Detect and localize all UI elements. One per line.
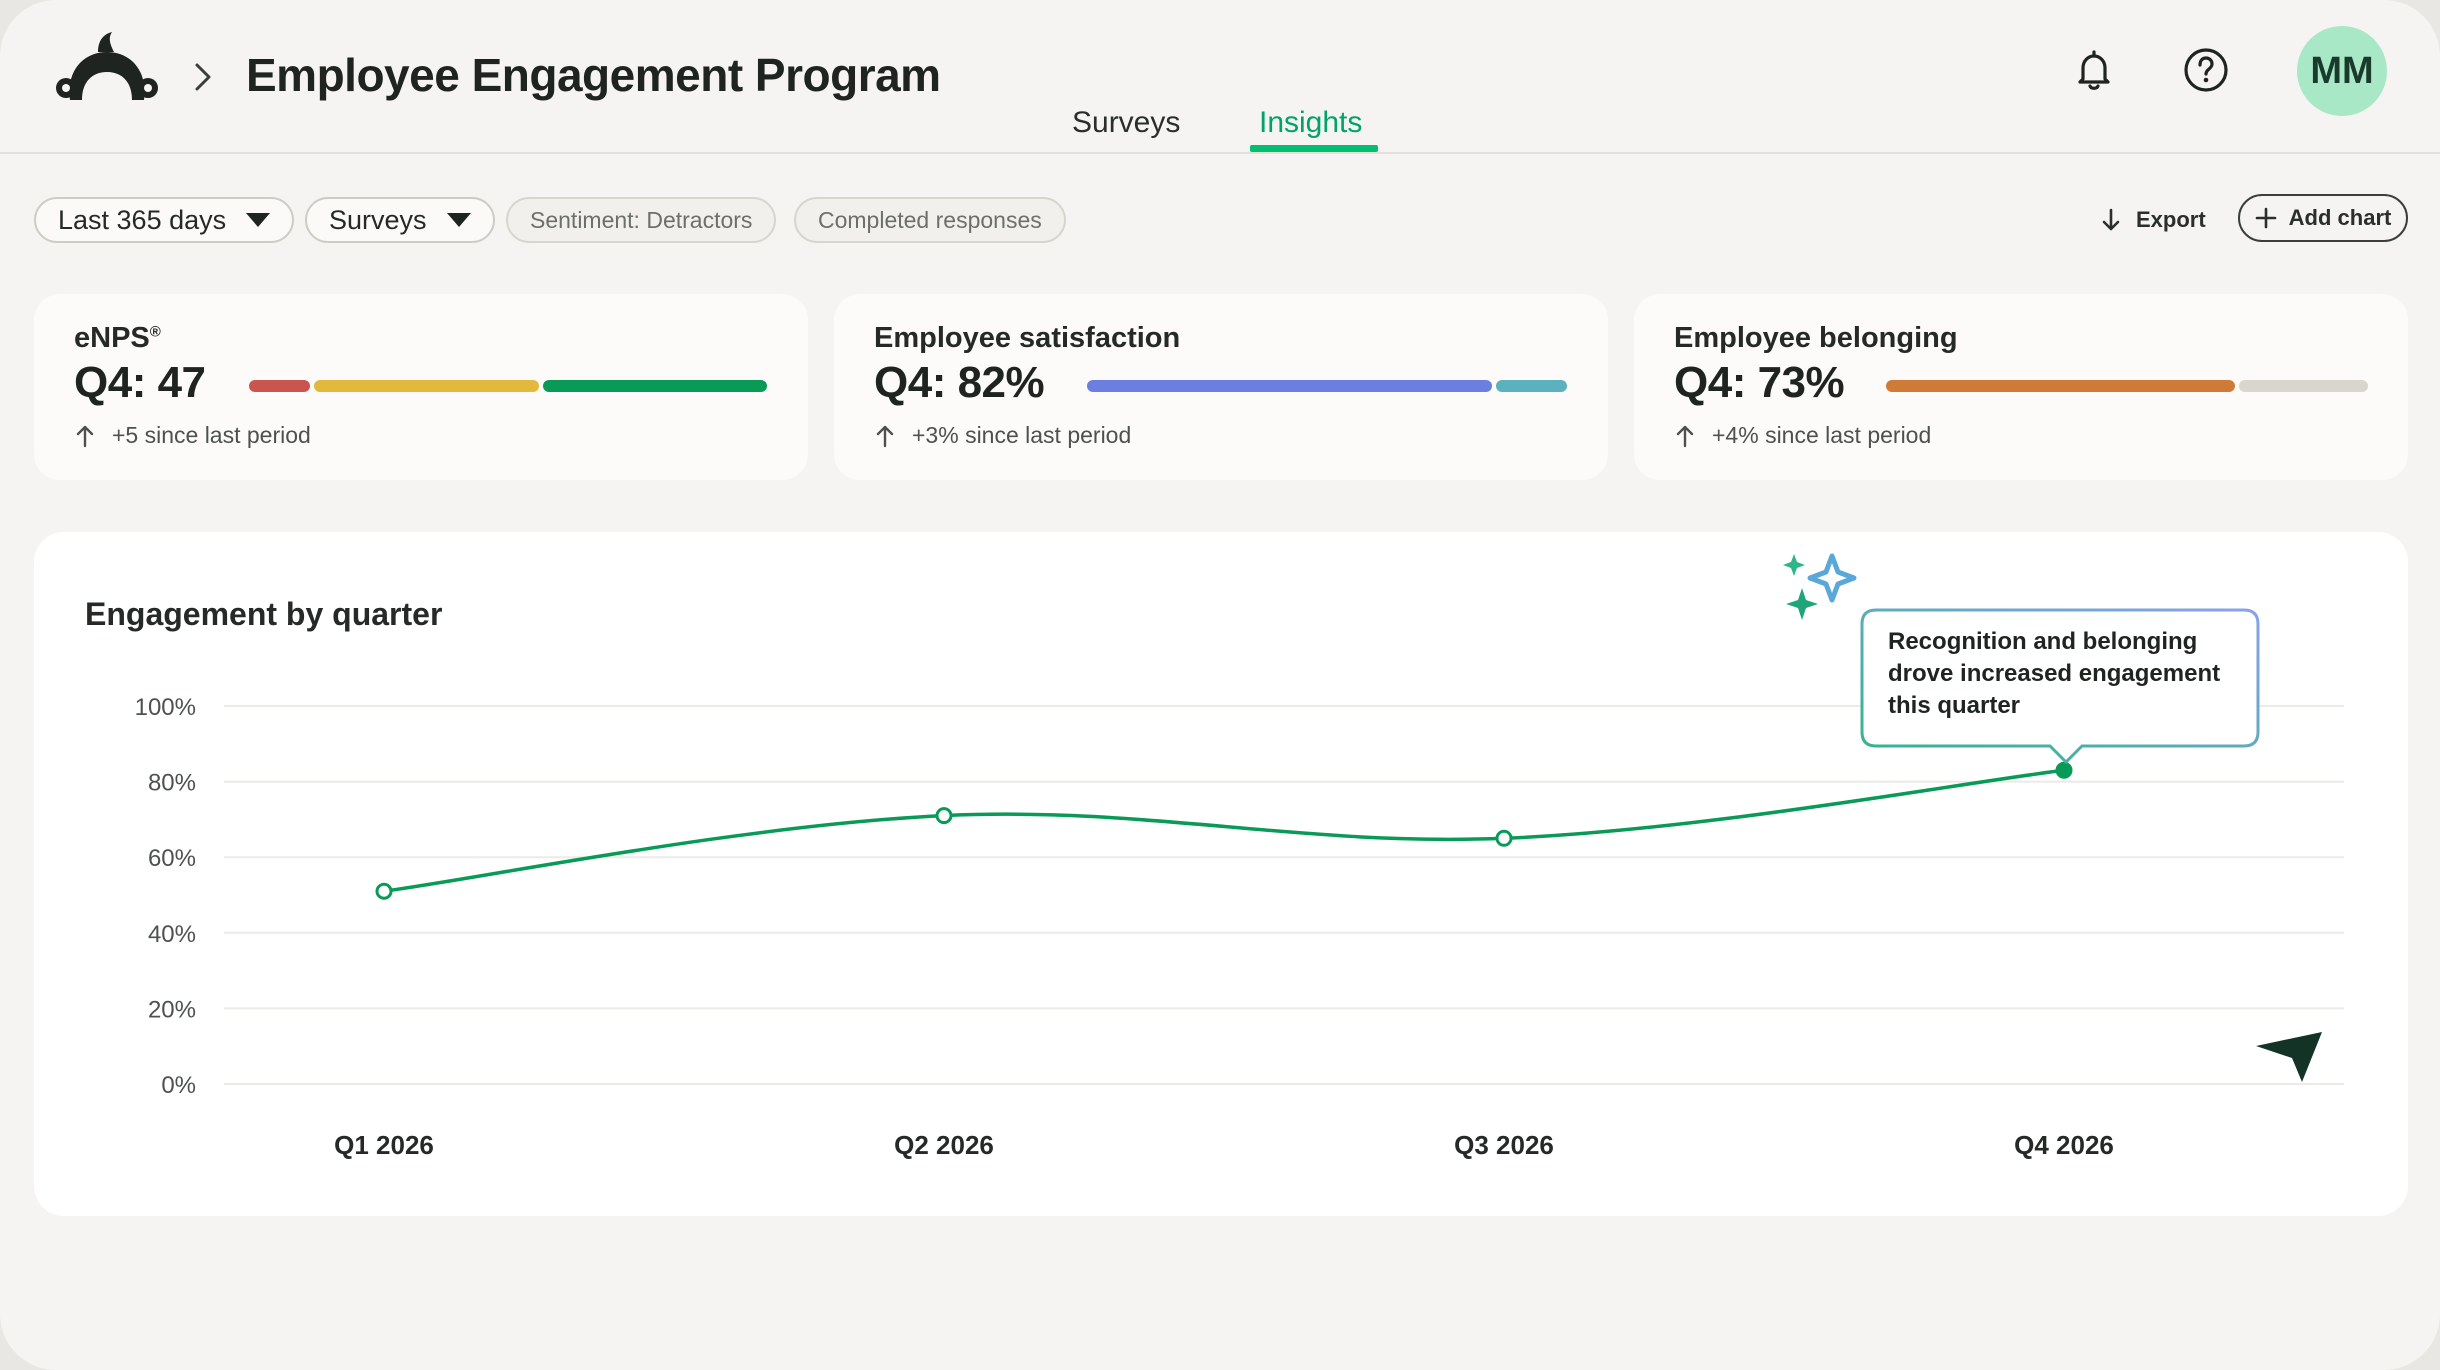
kpi-title: Employee belonging bbox=[1674, 322, 1958, 354]
active-tab-indicator bbox=[1250, 145, 1378, 152]
add-chart-button[interactable]: Add chart bbox=[2238, 194, 2408, 242]
kpi-delta: +4% since last period bbox=[1674, 422, 1931, 449]
series-line bbox=[383, 768, 2065, 893]
kpi-bar bbox=[1087, 380, 1567, 392]
callout-bubble bbox=[1860, 608, 2260, 765]
plus-icon bbox=[2255, 207, 2276, 229]
export-button[interactable]: Export bbox=[2100, 203, 2206, 237]
kpi-delta: +5 since last period bbox=[74, 422, 311, 449]
caret-down-icon bbox=[246, 213, 271, 227]
cursor-pointer-icon bbox=[2256, 1032, 2322, 1082]
kpi-bar bbox=[1886, 380, 2368, 392]
engagement-line-chart: 0% 20% 40% 60% 80% 100% Q1 2026 Q2 2026 Q3 2026 Q… bbox=[135, 694, 2344, 1160]
filter-chip-completed[interactable]: Completed responses bbox=[794, 197, 1066, 243]
kpi-bar-segment bbox=[2238, 380, 2368, 392]
y-tick-label: 100% bbox=[135, 694, 196, 721]
arrow-up-icon bbox=[76, 425, 94, 447]
kpi-value: Q4: 47 bbox=[74, 358, 206, 407]
date-range-dropdown[interactable]: Last 365 days bbox=[34, 197, 295, 243]
chart-title: Engagement by quarter bbox=[85, 596, 443, 632]
help-icon[interactable] bbox=[2182, 46, 2230, 94]
source-dropdown[interactable]: Surveys bbox=[305, 197, 495, 243]
kpi-card-satisfaction[interactable]: Employee satisfaction Q4: 82% +3% since … bbox=[834, 294, 1608, 480]
sparkle-ai-icon bbox=[1783, 553, 1857, 620]
source-label: Surveys bbox=[329, 204, 427, 235]
kpi-delta-text: +3% since last period bbox=[912, 422, 1132, 448]
data-point bbox=[375, 882, 393, 900]
y-tick-label: 60% bbox=[148, 845, 196, 872]
data-point bbox=[935, 807, 953, 825]
kpi-title-text: eNPS bbox=[74, 322, 150, 354]
filter-chip-sentiment[interactable]: Sentiment: Detractors bbox=[506, 197, 777, 243]
kpi-bar-segment bbox=[1087, 380, 1492, 392]
tab-surveys[interactable]: Surveys bbox=[1072, 106, 1181, 139]
kpi-bar-segment bbox=[249, 380, 311, 392]
x-tick-label: Q3 2026 bbox=[1454, 1130, 1554, 1160]
brand-logo-icon[interactable] bbox=[52, 30, 162, 112]
kpi-bar-segment bbox=[1886, 380, 2235, 392]
callout-text: Recognition and belonging drove increase… bbox=[1888, 628, 2221, 719]
kpi-delta: +3% since last period bbox=[874, 422, 1131, 449]
ai-insight-callout[interactable]: Recognition and belonging drove increase… bbox=[1860, 608, 2260, 765]
kpi-bar-segment bbox=[542, 380, 767, 392]
kpi-value: Q4: 73% bbox=[1674, 358, 1845, 407]
date-range-label: Last 365 days bbox=[58, 204, 227, 235]
data-point bbox=[2055, 761, 2073, 779]
top-header: Employee Engagement Program Surveys Insi… bbox=[0, 0, 2440, 154]
registered-mark: ® bbox=[149, 323, 161, 341]
kpi-value: Q4: 82% bbox=[874, 358, 1045, 407]
y-tick-label: 20% bbox=[148, 996, 196, 1023]
arrow-up-icon bbox=[876, 425, 894, 447]
kpi-bar-segment bbox=[1495, 380, 1567, 392]
arrow-down-icon bbox=[2102, 208, 2120, 231]
bell-icon[interactable] bbox=[2070, 46, 2118, 94]
kpi-card-enps[interactable]: eNPS® Q4: 47 +5 since last period bbox=[34, 294, 808, 480]
export-label: Export bbox=[2136, 207, 2206, 232]
kpi-delta-text: +4% since last period bbox=[1712, 422, 1932, 448]
y-tick-label: 40% bbox=[148, 921, 196, 948]
x-tick-label: Q4 2026 bbox=[2014, 1130, 2114, 1160]
kpi-card-belonging[interactable]: Employee belonging Q4: 73% +4% since las… bbox=[1634, 294, 2408, 480]
kpi-title: Employee satisfaction bbox=[874, 322, 1181, 354]
y-tick-label: 80% bbox=[148, 770, 196, 797]
kpi-bar bbox=[249, 380, 767, 392]
avatar[interactable]: MM bbox=[2297, 26, 2387, 116]
x-tick-label: Q2 2026 bbox=[894, 1130, 994, 1160]
add-chart-label: Add chart bbox=[2288, 205, 2392, 230]
kpi-delta-text: +5 since last period bbox=[112, 422, 311, 448]
arrow-up-icon bbox=[1676, 425, 1694, 447]
kpi-bar-segment bbox=[314, 380, 539, 392]
tab-insights[interactable]: Insights bbox=[1259, 106, 1363, 139]
kpi-title: eNPS® bbox=[74, 322, 161, 355]
engagement-chart-card: Engagement by quarter 0% 20% 40% 60% 80% 100%… bbox=[34, 532, 2408, 1216]
y-tick-label: 0% bbox=[161, 1072, 196, 1099]
caret-down-icon bbox=[446, 213, 471, 227]
x-tick-label: Q1 2026 bbox=[334, 1130, 434, 1160]
page-title: Employee Engagement Program bbox=[246, 49, 941, 101]
data-point bbox=[1495, 829, 1513, 847]
chevron-right-icon bbox=[195, 63, 211, 91]
